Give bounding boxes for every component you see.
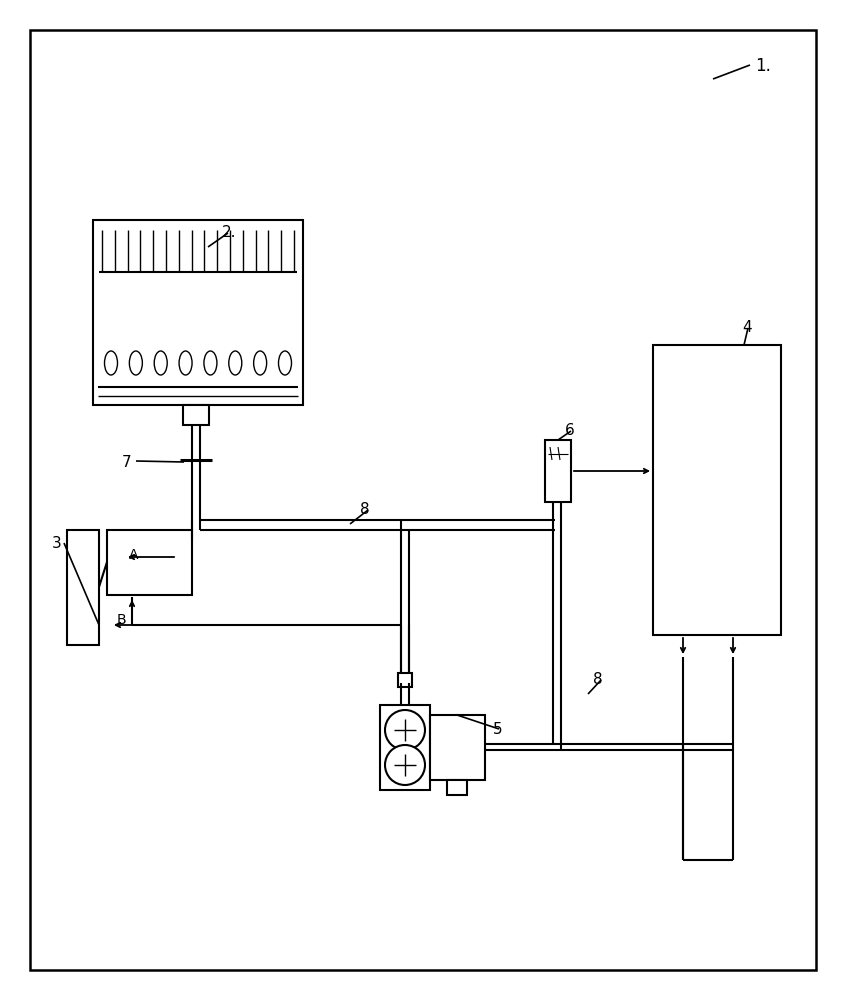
Bar [653,345,781,635]
Text: B: B [117,613,127,627]
Ellipse shape [204,351,217,375]
Text: 7: 7 [122,455,132,470]
Ellipse shape [278,351,292,375]
Bar [107,530,192,595]
Ellipse shape [179,351,192,375]
Text: 8: 8 [593,672,602,687]
Text: 2.: 2. [222,225,237,240]
Text: 8: 8 [360,502,370,517]
Text: 3: 3 [52,536,62,551]
Ellipse shape [105,351,118,375]
Bar [430,715,485,780]
Bar [380,705,430,790]
Bar [398,673,412,687]
Text: A: A [129,548,139,562]
Circle shape [385,710,425,750]
Bar [545,440,571,502]
Text: 1.: 1. [755,57,771,75]
Bar [67,530,99,645]
Ellipse shape [228,351,242,375]
Ellipse shape [129,351,142,375]
Bar [183,405,209,425]
Ellipse shape [254,351,266,375]
Bar [93,220,303,405]
Circle shape [385,745,425,785]
Text: 6: 6 [565,423,574,438]
Bar [447,780,467,795]
Text: 5: 5 [493,722,503,737]
Text: 4: 4 [742,320,751,335]
Ellipse shape [154,351,168,375]
